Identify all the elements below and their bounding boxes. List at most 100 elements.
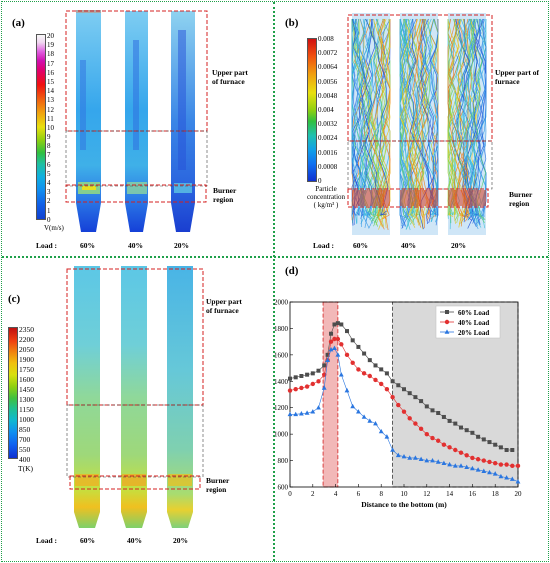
load-20-c: 20% (173, 536, 188, 545)
x-tick-label: 10 (401, 490, 409, 498)
temperature-colorbar-unit: T(K) (18, 464, 33, 473)
data-point (424, 457, 430, 463)
colorbar-tick-label: 700 (19, 435, 31, 444)
y-tick-label: 2000 (274, 299, 289, 307)
data-point (316, 379, 321, 384)
colorbar-tick-label: 10 (47, 123, 54, 132)
data-point (498, 445, 503, 450)
data-point (510, 448, 515, 452)
colorbar-tick-label: 0.0008 (318, 162, 338, 171)
data-point (316, 405, 321, 410)
data-point (419, 399, 424, 404)
data-point (293, 411, 299, 417)
particle-colorbar-ticks: 0.008 0.0072 0.0064 0.0056 0.0048 0.004 0.0032… (318, 35, 348, 192)
data-point (447, 445, 452, 450)
colorbar-tick-label: 8 (47, 142, 51, 151)
data-point (515, 463, 521, 469)
data-point (401, 409, 407, 414)
data-point (329, 331, 334, 336)
colorbar-tick-label: 0 (47, 215, 51, 224)
temperature-contours (66, 266, 204, 528)
colorbar-tick-label: 5 (47, 169, 51, 178)
colorbar-tick-label: 18 (47, 50, 54, 59)
colorbar-tick-label: 0.0072 (318, 49, 338, 58)
colorbar-tick-label: 20 (47, 32, 54, 40)
load-60-c: 60% (80, 536, 95, 545)
data-point (464, 453, 469, 458)
colorbar-tick-label: 19 (47, 41, 54, 50)
load-20-b: 20% (451, 241, 466, 250)
furnace-20-velocity (171, 11, 195, 232)
vertical-separator (273, 2, 275, 561)
velocity-colorbar-unit: V(m/s) (44, 224, 64, 232)
colorbar-tick-label: 0.0024 (318, 134, 338, 143)
colorbar-tick-label: 400 (19, 455, 31, 464)
x-tick-label: 18 (492, 490, 500, 498)
data-point (287, 388, 293, 393)
data-point (493, 442, 498, 447)
data-point (487, 469, 492, 475)
data-point (481, 437, 486, 442)
burner-region-box-b (347, 188, 489, 208)
legend-label: 60% Load (458, 309, 489, 317)
data-point (476, 434, 481, 439)
data-point (288, 376, 292, 381)
data-point (510, 463, 515, 469)
colorbar-tick-label: 2350 (19, 325, 34, 334)
data-point (321, 385, 327, 390)
data-point (287, 411, 293, 417)
burner-region-box-a (65, 184, 207, 203)
colorbar-tick-label: 17 (47, 59, 54, 68)
x-tick-label: 14 (446, 490, 454, 498)
data-point (373, 377, 378, 383)
x-tick-label: 12 (423, 490, 431, 498)
data-point (418, 456, 424, 462)
x-tick-label: 8 (379, 490, 383, 498)
data-point (304, 384, 310, 389)
data-point (413, 421, 418, 426)
data-point (441, 460, 447, 466)
data-point (390, 394, 395, 400)
data-point (379, 367, 384, 372)
data-point (299, 385, 304, 391)
temperature-colorbar (8, 327, 18, 459)
data-point (430, 457, 435, 463)
colorbar-tick-label: 1900 (19, 355, 34, 364)
temperature-line-chart: 0 2 4 6 8 10 12 14 16 18 20 600 800 1000 1200 1400 1600 1… (274, 299, 522, 510)
data-point (441, 442, 447, 447)
data-point (458, 463, 464, 468)
data-point (367, 418, 373, 423)
colorbar-tick-label: 6 (47, 160, 51, 169)
colorbar-tick-label: 0.0056 (318, 77, 338, 86)
data-point (378, 428, 384, 434)
x-tick-label: 2 (311, 490, 315, 498)
load-60-a: 60% (80, 241, 95, 250)
colorbar-tick-label: 1300 (19, 395, 34, 404)
panel-b-label: (b) (285, 17, 299, 29)
data-point (453, 447, 458, 453)
data-point (452, 463, 458, 468)
particle-trajectories (347, 13, 493, 235)
legend-marker (444, 319, 450, 325)
x-tick-label: 6 (357, 490, 361, 498)
data-point (328, 346, 334, 352)
data-point (430, 435, 435, 441)
data-point (338, 372, 344, 377)
data-point (395, 452, 401, 458)
data-point (335, 352, 341, 357)
data-point (407, 455, 413, 460)
y-tick-label: 1200 (274, 404, 289, 412)
data-point (487, 459, 492, 465)
burner-region-label-c: Burner region (206, 476, 230, 494)
colorbar-tick-label: 0.0048 (318, 91, 338, 100)
particle-colorbar-unit: Particle concentration ( kg/m³ ) (306, 185, 346, 209)
colorbar-tick-label: 0.004 (318, 105, 334, 114)
data-point (475, 467, 481, 472)
colorbar-tick-label: 4 (47, 179, 51, 187)
data-point (361, 414, 367, 419)
colorbar-tick-label: 1 (47, 206, 51, 215)
x-tick-label: 16 (469, 490, 477, 498)
burner-region-label-b: Burner region (509, 190, 533, 208)
data-point (310, 409, 316, 414)
y-tick-label: 800 (278, 457, 289, 465)
